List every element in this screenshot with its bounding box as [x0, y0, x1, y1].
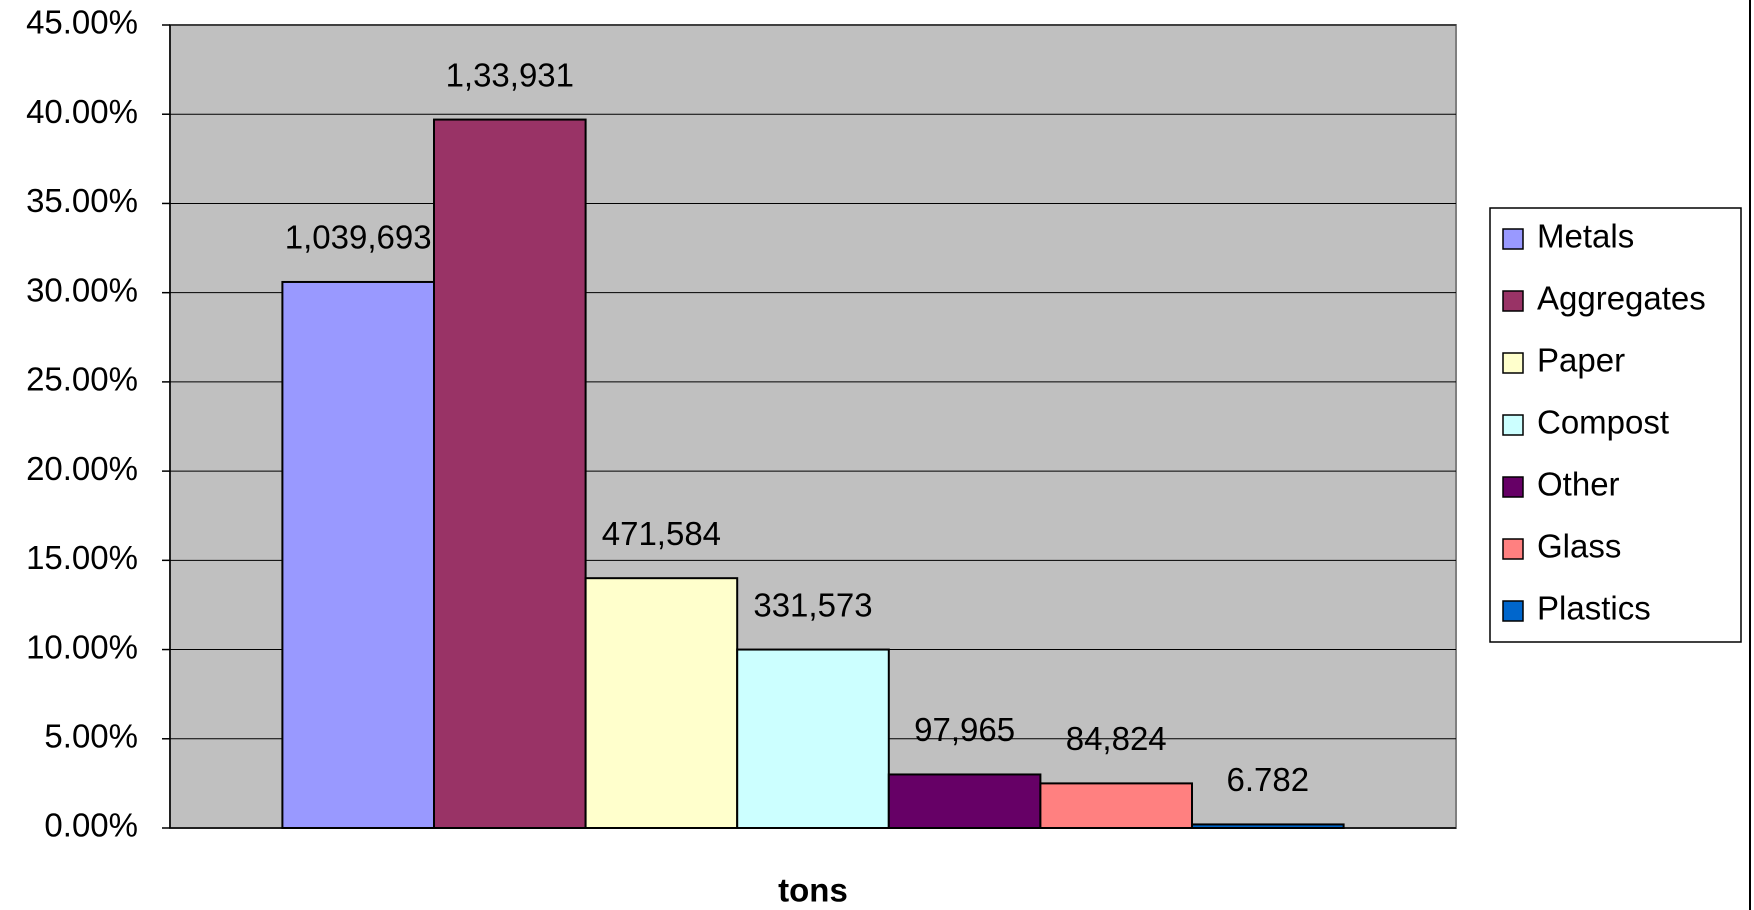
y-tick-label: 25.00% — [26, 361, 138, 398]
y-tick-label: 10.00% — [26, 628, 138, 665]
bar — [736, 648, 890, 829]
y-tick-label: 40.00% — [26, 93, 138, 130]
y-tick-label: 35.00% — [26, 182, 138, 219]
y-tick-label: 20.00% — [26, 450, 138, 487]
legend-label: Paper — [1537, 342, 1625, 379]
y-tick-label: 45.00% — [26, 4, 138, 41]
x-axis-label: tons — [778, 872, 848, 909]
legend-label: Metals — [1537, 218, 1634, 255]
legend-swatch — [1502, 228, 1524, 250]
data-label: 1,33,931 — [446, 56, 574, 93]
legend-swatch — [1502, 352, 1524, 374]
legend-label: Compost — [1537, 404, 1669, 441]
bar — [584, 577, 739, 830]
bar — [433, 118, 587, 829]
data-label: 6.782 — [1227, 761, 1310, 798]
legend-swatch — [1502, 538, 1524, 560]
data-label: 471,584 — [602, 515, 721, 552]
data-label: 97,965 — [914, 711, 1015, 748]
bar — [1039, 782, 1194, 830]
legend-label: Glass — [1537, 528, 1621, 565]
legend-label: Other — [1537, 466, 1620, 503]
y-tick-label: 30.00% — [26, 271, 138, 308]
y-tick-label: 5.00% — [44, 717, 138, 754]
legend-box — [1489, 207, 1742, 643]
data-label: 84,824 — [1066, 720, 1167, 757]
legend-label: Aggregates — [1537, 280, 1706, 317]
bar — [887, 773, 1042, 830]
legend-swatch — [1502, 290, 1524, 312]
bar — [281, 280, 435, 829]
legend-swatch — [1502, 414, 1524, 436]
legend-swatch — [1502, 476, 1524, 498]
legend-swatch — [1502, 600, 1524, 622]
data-label: 1,039,693 — [285, 219, 432, 256]
legend-label: Plastics — [1537, 590, 1651, 627]
y-tick-label: 0.00% — [44, 807, 138, 844]
y-tick-label: 15.00% — [26, 539, 138, 576]
data-label: 331,573 — [753, 586, 872, 623]
